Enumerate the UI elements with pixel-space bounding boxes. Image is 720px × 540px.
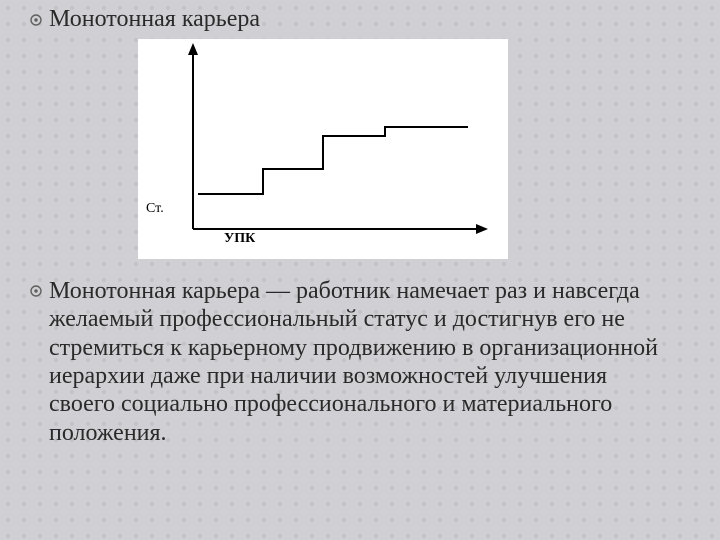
body-paragraph: Монотонная карьера — работник намечает р… [30,277,670,447]
body-text: Монотонная карьера — работник намечает р… [49,277,670,447]
chart-svg [138,39,508,259]
title-line: Монотонная карьера [30,6,690,33]
title-text: Монотонная карьера [49,6,260,33]
y-axis-label: Ст. [146,201,164,217]
slide: Монотонная карьера Ст. УПК Монотонная ка… [0,0,720,540]
bullet-icon [30,14,42,26]
bullet-icon [30,285,42,297]
x-axis-label: УПК [224,231,255,247]
career-chart: Ст. УПК [138,39,508,259]
